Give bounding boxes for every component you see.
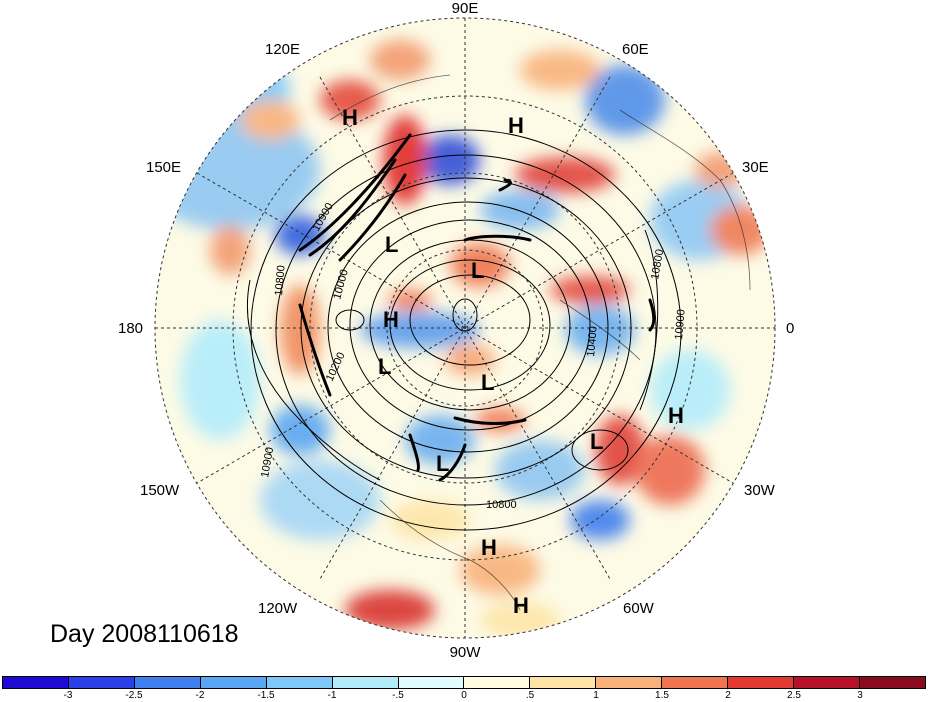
- colorbar-segment: [68, 677, 135, 688]
- colorbar-tick-label: 1: [593, 690, 599, 701]
- low-marker: L: [471, 258, 484, 283]
- lon-label-120e: 120E: [265, 41, 301, 58]
- high-marker: H: [383, 307, 399, 332]
- low-marker: L: [378, 354, 391, 379]
- lon-label-150e: 150E: [146, 159, 182, 176]
- colorbar-segment: [596, 677, 663, 688]
- colorbar-segment: [662, 677, 729, 688]
- lon-label-60w: 60W: [623, 600, 654, 617]
- colorbar-tick-label: 2.5: [787, 690, 801, 701]
- colorbar-tick-label: -2.5: [125, 690, 143, 701]
- colorbar-tick-label: 0: [461, 690, 467, 701]
- high-marker: H: [508, 113, 524, 138]
- high-marker: H: [668, 403, 684, 428]
- colorbar-segment: [794, 677, 860, 688]
- height-contours: [246, 129, 682, 531]
- colorbar-tick-label: 1.5: [655, 690, 669, 701]
- high-marker: H: [342, 105, 358, 130]
- colorbar-segment: [859, 677, 925, 688]
- low-marker: L: [385, 232, 398, 257]
- colorbar-segment: [530, 677, 597, 688]
- contour-label: 10400: [585, 326, 600, 358]
- colorbar-segment: [398, 677, 465, 688]
- colorbar-tick-label: 3: [857, 690, 863, 701]
- colorbar-segment: [332, 677, 399, 688]
- colorbar-segment: [200, 677, 267, 688]
- colorbar-tick-label: -3: [63, 690, 73, 701]
- lon-label-60e: 60E: [622, 41, 649, 58]
- coastlines: [329, 74, 751, 611]
- colorbar-tick-label: .5: [525, 690, 535, 701]
- lon-label-180: 180: [118, 320, 144, 337]
- map-title: Day 2008110618: [50, 620, 239, 648]
- low-marker: L: [590, 429, 603, 454]
- colorbar: [2, 676, 926, 689]
- colorbar-segment: [266, 677, 333, 688]
- contour-label: 10800: [649, 248, 666, 280]
- colorbar-tick-label: -1: [327, 690, 337, 701]
- lon-label-90e: 90E: [451, 0, 479, 17]
- colorbar-segment: [3, 677, 69, 688]
- colorbar-tick-label: -2: [195, 690, 205, 701]
- colorbar-tick-label: 2: [725, 690, 731, 701]
- lon-label-30e: 30E: [742, 159, 769, 176]
- lon-label-30w: 30W: [744, 482, 775, 499]
- polar-map: 10900 10800 10000 10200 10900 10800 1040…: [154, 17, 776, 639]
- lon-label-120w: 120W: [258, 600, 298, 617]
- contour-label: 10900: [673, 309, 688, 341]
- low-marker: L: [436, 451, 449, 476]
- contour-label: 10800: [273, 265, 288, 297]
- low-marker: L: [481, 370, 494, 395]
- high-marker: H: [513, 593, 529, 618]
- lon-label-150w: 150W: [140, 482, 180, 499]
- graticule: [154, 17, 776, 639]
- colorbar-tick-label: -.5: [392, 690, 404, 701]
- contour-label: 10800: [486, 499, 517, 511]
- lon-label-0: 0: [786, 320, 795, 337]
- colorbar-segment: [728, 677, 795, 688]
- colorbar-segment: [134, 677, 201, 688]
- bold-jet-contours: [298, 133, 656, 482]
- colorbar-tick-label: -1.5: [257, 690, 275, 701]
- high-marker: H: [481, 535, 497, 560]
- contour-label: 10900: [259, 446, 276, 478]
- colorbar-segment: [464, 677, 531, 688]
- lon-label-90w: 90W: [449, 644, 481, 661]
